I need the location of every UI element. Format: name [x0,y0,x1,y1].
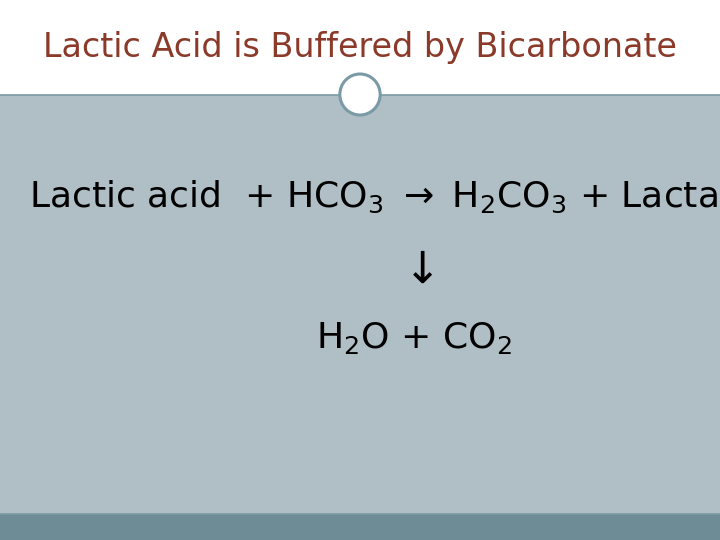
Text: H$_2$O + CO$_2$: H$_2$O + CO$_2$ [316,320,512,355]
Text: Lactic acid  + HCO$_3$ $\rightarrow$ H$_2$CO$_3$ + Lactate: Lactic acid + HCO$_3$ $\rightarrow$ H$_2… [29,179,720,215]
Text: $\downarrow$: $\downarrow$ [395,248,433,292]
Text: Lactic Acid is Buffered by Bicarbonate: Lactic Acid is Buffered by Bicarbonate [43,31,677,64]
Ellipse shape [340,74,380,115]
FancyBboxPatch shape [0,514,720,540]
FancyBboxPatch shape [0,0,720,94]
